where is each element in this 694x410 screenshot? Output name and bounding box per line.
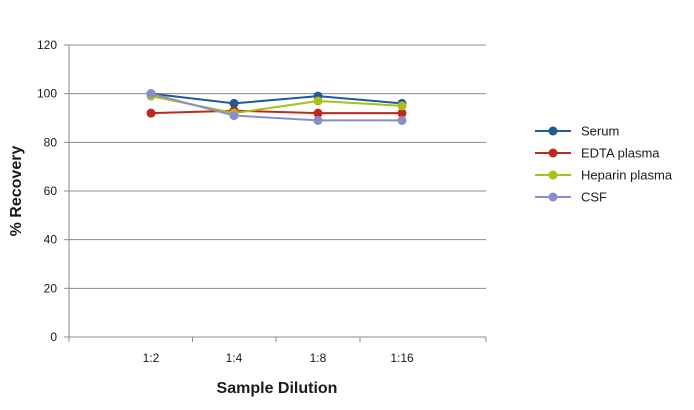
y-tick-label: 120 [37,38,57,52]
data-point [313,115,323,125]
y-tick-label: 80 [44,135,58,149]
legend-swatch-marker [548,126,558,136]
data-point [146,89,156,99]
y-tick-label: 20 [44,281,58,295]
x-tick-label: 1:2 [143,351,160,365]
legend-swatch-marker [548,170,558,180]
legend-label: CSF [581,190,607,205]
legend-label: Heparin plasma [581,168,673,183]
y-tick-label: 40 [44,233,58,247]
x-tick-label: 1:8 [310,351,327,365]
x-tick-labels: 1:2 1:4 1:8 1:16 [68,337,487,365]
series-line [150,92,402,122]
y-tick-labels: 0 20 40 60 80 100 120 [37,38,69,344]
data-point [229,111,239,121]
y-tick-label: 100 [37,87,57,101]
data-point [397,115,407,125]
data-point [397,108,407,118]
legend-item: Heparin plasma [535,168,673,183]
y-tick-label: 60 [44,184,58,198]
data-point [313,96,323,106]
gridlines [69,44,486,289]
legend-item: Serum [535,124,619,139]
legend-swatch-marker [548,192,558,202]
x-axis-title: Sample Dilution [217,380,338,397]
series-lines [146,89,407,125]
data-point [397,101,407,111]
y-tick-label: 0 [50,330,57,344]
legend-swatch-marker [548,148,558,158]
data-point [229,98,239,108]
legend-label: Serum [581,124,619,139]
legend-label: EDTA plasma [581,146,660,161]
series-csf [146,89,407,125]
legend-item: EDTA plasma [535,146,660,161]
legend-item: CSF [535,190,607,205]
series-line [150,109,402,115]
data-point [146,108,156,118]
y-axis-title: % Recovery [8,146,25,237]
series-serum [146,89,407,108]
x-tick-label: 1:4 [226,351,243,365]
data-point [313,108,323,118]
x-tick-label: 1:16 [390,351,414,365]
series-line [150,92,403,105]
legend: Serum EDTA plasma Heparin plasma CSF [535,124,673,205]
